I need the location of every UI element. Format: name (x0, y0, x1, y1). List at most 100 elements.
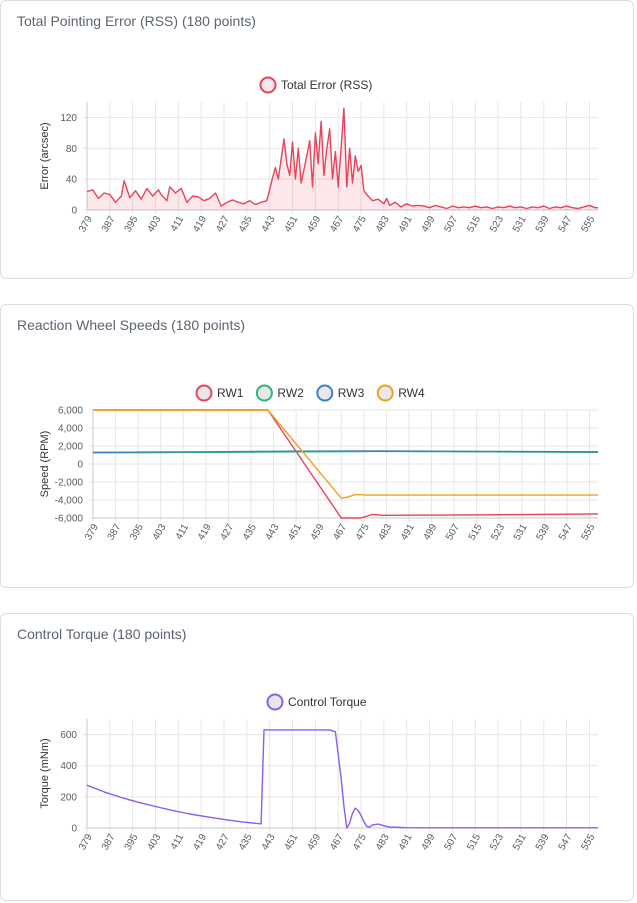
x-tick-label: 483 (376, 522, 394, 542)
x-tick-label: 379 (77, 832, 95, 852)
legend-item-rw3[interactable]: RW3 (316, 384, 365, 402)
legend-swatch (255, 384, 273, 402)
x-tick-label: 467 (331, 522, 349, 542)
torque-chart-title: Control Torque (180 points) (17, 626, 187, 642)
y-tick-label: 0 (71, 206, 77, 217)
x-tick-label: 515 (465, 214, 483, 234)
x-tick-label: 539 (534, 522, 552, 542)
wheel-speed-chart: 379 387 395 403 411 419 427 435 443 451 459 467 475 4… (39, 384, 599, 542)
x-tick-label: 507 (444, 522, 462, 542)
y-tick-label: -2,000 (55, 478, 84, 489)
y-tick-label: -4,000 (55, 496, 84, 507)
legend-label: RW2 (277, 386, 304, 400)
x-tick-label: 555 (580, 522, 598, 542)
legend-item-rw4[interactable]: RW4 (376, 384, 425, 402)
error-chart-title: Total Pointing Error (RSS) (180 points) (17, 13, 256, 29)
x-tick-label: 395 (123, 832, 141, 852)
x-tick-label: 515 (465, 832, 483, 852)
legend-label: RW1 (217, 386, 244, 400)
x-tick-label: 387 (106, 522, 124, 542)
y-tick-label: 400 (60, 761, 77, 772)
legend-label: Total Error (RSS) (281, 78, 372, 92)
x-tick-label: 427 (214, 832, 232, 852)
wheel-speed-chart-card: Reaction Wheel Speeds (180 points) 379 38… (0, 304, 634, 588)
x-tick-label: 411 (174, 522, 192, 542)
x-tick-label: 547 (557, 832, 575, 852)
x-tick-label: 531 (511, 214, 529, 234)
x-tick-label: 475 (354, 522, 372, 542)
x-tick-label: 531 (511, 832, 529, 852)
x-tick-label: 539 (534, 832, 552, 852)
x-tick-label: 547 (557, 214, 575, 234)
series-line-rw1 (93, 409, 599, 519)
x-tick-label: 395 (128, 522, 146, 542)
legend-item-control-torque[interactable]: Control Torque (266, 693, 367, 711)
y-axis-label: Error (arcsec) (39, 122, 51, 189)
legend-item-total-error-rss-[interactable]: Total Error (RSS) (259, 76, 373, 94)
x-tick-label: 491 (399, 522, 417, 542)
x-tick-label: 427 (214, 214, 232, 234)
y-tick-label: 600 (60, 730, 77, 741)
x-tick-label: 379 (83, 522, 101, 542)
x-tick-label: 459 (305, 832, 323, 852)
y-tick-label: 6,000 (58, 406, 83, 417)
legend-swatch (316, 384, 334, 402)
y-tick-label: 4,000 (58, 424, 83, 435)
series-line-rw3 (92, 450, 599, 453)
y-tick-label: 200 (60, 792, 77, 803)
x-tick-label: 499 (420, 214, 438, 234)
legend-item-rw2[interactable]: RW2 (255, 384, 304, 402)
x-tick-label: 387 (100, 832, 118, 852)
x-tick-label: 555 (579, 214, 597, 234)
error-chart-card: Total Pointing Error (RSS) (180 points) … (0, 0, 634, 279)
x-tick-label: 507 (442, 832, 460, 852)
x-tick-label: 451 (283, 214, 301, 234)
x-tick-label: 523 (489, 522, 507, 542)
y-tick-label: -6,000 (55, 514, 84, 525)
x-tick-label: 547 (557, 522, 575, 542)
x-tick-label: 451 (283, 832, 301, 852)
legend-label: RW3 (338, 386, 365, 400)
y-tick-label: 0 (77, 460, 83, 471)
x-tick-label: 403 (146, 214, 164, 234)
legend-swatch (195, 384, 213, 402)
x-tick-label: 475 (351, 214, 369, 234)
legend-swatch (259, 76, 277, 94)
x-tick-label: 491 (397, 832, 415, 852)
x-tick-label: 459 (309, 522, 327, 542)
y-axis-label: Torque (mNm) (39, 738, 51, 808)
legend-label: RW4 (398, 386, 425, 400)
x-tick-label: 451 (286, 522, 304, 542)
torque-chart: 379 387 395 403 411 419 427 435 443 451 459 467 475 4… (39, 693, 598, 852)
x-tick-label: 435 (237, 214, 255, 234)
x-tick-label: 483 (374, 214, 392, 234)
x-tick-label: 523 (488, 214, 506, 234)
x-tick-label: 435 (237, 832, 255, 852)
x-tick-label: 443 (260, 832, 278, 852)
x-tick-label: 523 (488, 832, 506, 852)
x-tick-label: 419 (191, 214, 209, 234)
series-line-control-torque (86, 729, 598, 829)
error-chart: 379 387 395 403 411 419 427 435 443 451 459 467 475 4… (39, 76, 598, 234)
x-tick-label: 411 (169, 832, 187, 852)
y-tick-label: 120 (60, 113, 77, 124)
x-tick-label: 539 (534, 214, 552, 234)
x-tick-label: 515 (467, 522, 485, 542)
x-tick-label: 467 (328, 214, 346, 234)
legend-item-rw1[interactable]: RW1 (195, 384, 244, 402)
y-tick-label: 80 (66, 144, 78, 155)
y-axis-label: Speed (RPM) (39, 431, 51, 498)
x-tick-label: 443 (260, 214, 278, 234)
x-tick-label: 491 (397, 214, 415, 234)
x-tick-label: 395 (123, 214, 141, 234)
series-line-rw4 (93, 409, 598, 499)
x-tick-label: 403 (146, 832, 164, 852)
x-tick-label: 475 (351, 832, 369, 852)
legend-swatch (266, 693, 284, 711)
legend-label: Control Torque (288, 695, 367, 709)
series-line-total-error-rss- (86, 107, 598, 210)
x-tick-label: 555 (579, 832, 597, 852)
x-tick-label: 403 (151, 522, 169, 542)
x-tick-label: 499 (422, 522, 440, 542)
x-tick-label: 427 (218, 522, 236, 542)
